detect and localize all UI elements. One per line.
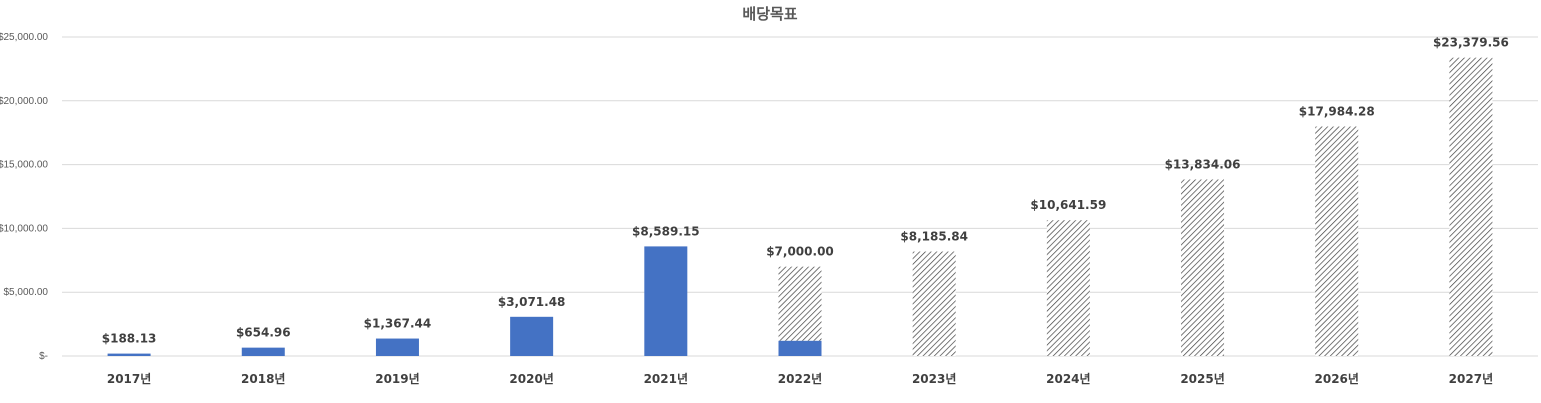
y-tick-label: $25,000.00 (0, 32, 48, 43)
y-axis: $- $5,000.00 $10,000.00 $15,000.00 $20,000.0… (0, 32, 48, 362)
data-label: $17,984.28 (1299, 105, 1375, 119)
y-tick-label: $- (39, 351, 48, 362)
y-tick-label: $5,000.00 (4, 287, 49, 298)
bar-actual (510, 316, 554, 356)
bars (107, 57, 1493, 356)
x-tick-label: 2020년 (509, 372, 553, 386)
data-label: $13,834.06 (1165, 157, 1241, 171)
data-label: $654.96 (236, 326, 291, 340)
bar-actual (644, 246, 688, 356)
x-tick-label: 2024년 (1046, 372, 1090, 386)
x-tick-label: 2017년 (107, 372, 151, 386)
y-tick-label: $10,000.00 (0, 223, 48, 234)
bar-target (1181, 179, 1225, 356)
data-label: $188.13 (102, 332, 157, 346)
data-label: $7,000.00 (766, 245, 834, 259)
x-tick-label: 2026년 (1315, 372, 1359, 386)
chart-title: 배당목표 (742, 5, 797, 23)
data-label: $3,071.48 (498, 295, 566, 309)
x-tick-label: 2021년 (644, 372, 688, 386)
data-labels: $188.13 $654.96 $1,367.44 $3,071.48 $8,589.1… (102, 36, 1509, 346)
bar-actual (241, 347, 285, 356)
data-label: $10,641.59 (1030, 198, 1106, 212)
x-tick-label: 2022년 (778, 372, 822, 386)
x-tick-label: 2019년 (375, 372, 419, 386)
bar-actual (375, 338, 419, 356)
x-tick-label: 2027년 (1449, 372, 1493, 386)
data-label: $1,367.44 (364, 317, 432, 331)
bar-target (1449, 57, 1493, 356)
y-tick-label: $20,000.00 (0, 96, 48, 107)
bar-actual (778, 340, 822, 356)
bar-actual (107, 353, 151, 356)
y-tick-label: $15,000.00 (0, 160, 48, 171)
x-axis: 2017년 2018년 2019년 2020년 2021년 2022년 2023년 2024년… (107, 372, 1493, 386)
bar-target (1315, 126, 1359, 356)
data-label: $8,589.15 (632, 224, 700, 238)
x-tick-label: 2025년 (1180, 372, 1224, 386)
bar-target (1046, 220, 1090, 356)
x-tick-label: 2018년 (241, 372, 285, 386)
x-tick-label: 2023년 (912, 372, 956, 386)
data-label: $8,185.84 (900, 230, 968, 244)
bar-target (912, 251, 956, 356)
data-label: $23,379.56 (1433, 36, 1509, 50)
bar-target (778, 266, 822, 341)
grid (62, 36, 1538, 357)
